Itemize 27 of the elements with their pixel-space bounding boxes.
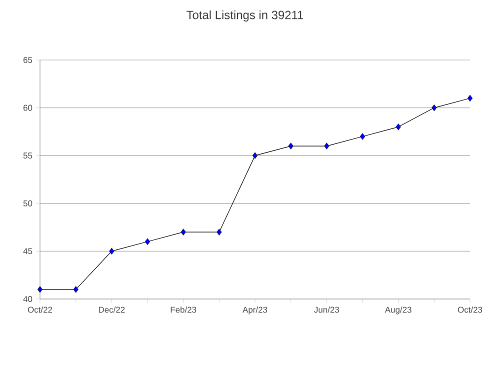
x-tick-label: Aug/23 <box>384 306 412 314</box>
point <box>144 238 150 246</box>
x-tick-label: Feb/23 <box>170 306 196 313</box>
point <box>396 123 401 130</box>
y-tick-label: 65 <box>24 57 32 63</box>
x-tick-label: Dec/22 <box>98 306 125 313</box>
point <box>288 142 294 150</box>
point <box>180 228 186 236</box>
point <box>360 133 366 140</box>
point <box>324 142 330 150</box>
point <box>37 286 43 293</box>
chart-title: Total Listings in 39211 <box>186 10 304 22</box>
point <box>216 228 222 236</box>
x-tick-label: Apr/23 <box>242 306 268 314</box>
point <box>109 248 114 255</box>
y-tick-label: 45 <box>23 248 32 254</box>
point <box>73 286 78 293</box>
y-tick-label: 40 <box>23 296 32 302</box>
x-tick-label: Jun/23 <box>314 306 340 313</box>
y-tick-label: 50 <box>23 200 32 206</box>
y-tick-label: 55 <box>23 152 32 159</box>
point <box>432 104 437 112</box>
x-tick-label: Oct/23 <box>458 306 482 313</box>
y-tick-label: 60 <box>24 104 32 111</box>
x-tick-label: Oct/22 <box>28 306 52 313</box>
point <box>252 152 258 160</box>
point <box>467 94 473 102</box>
